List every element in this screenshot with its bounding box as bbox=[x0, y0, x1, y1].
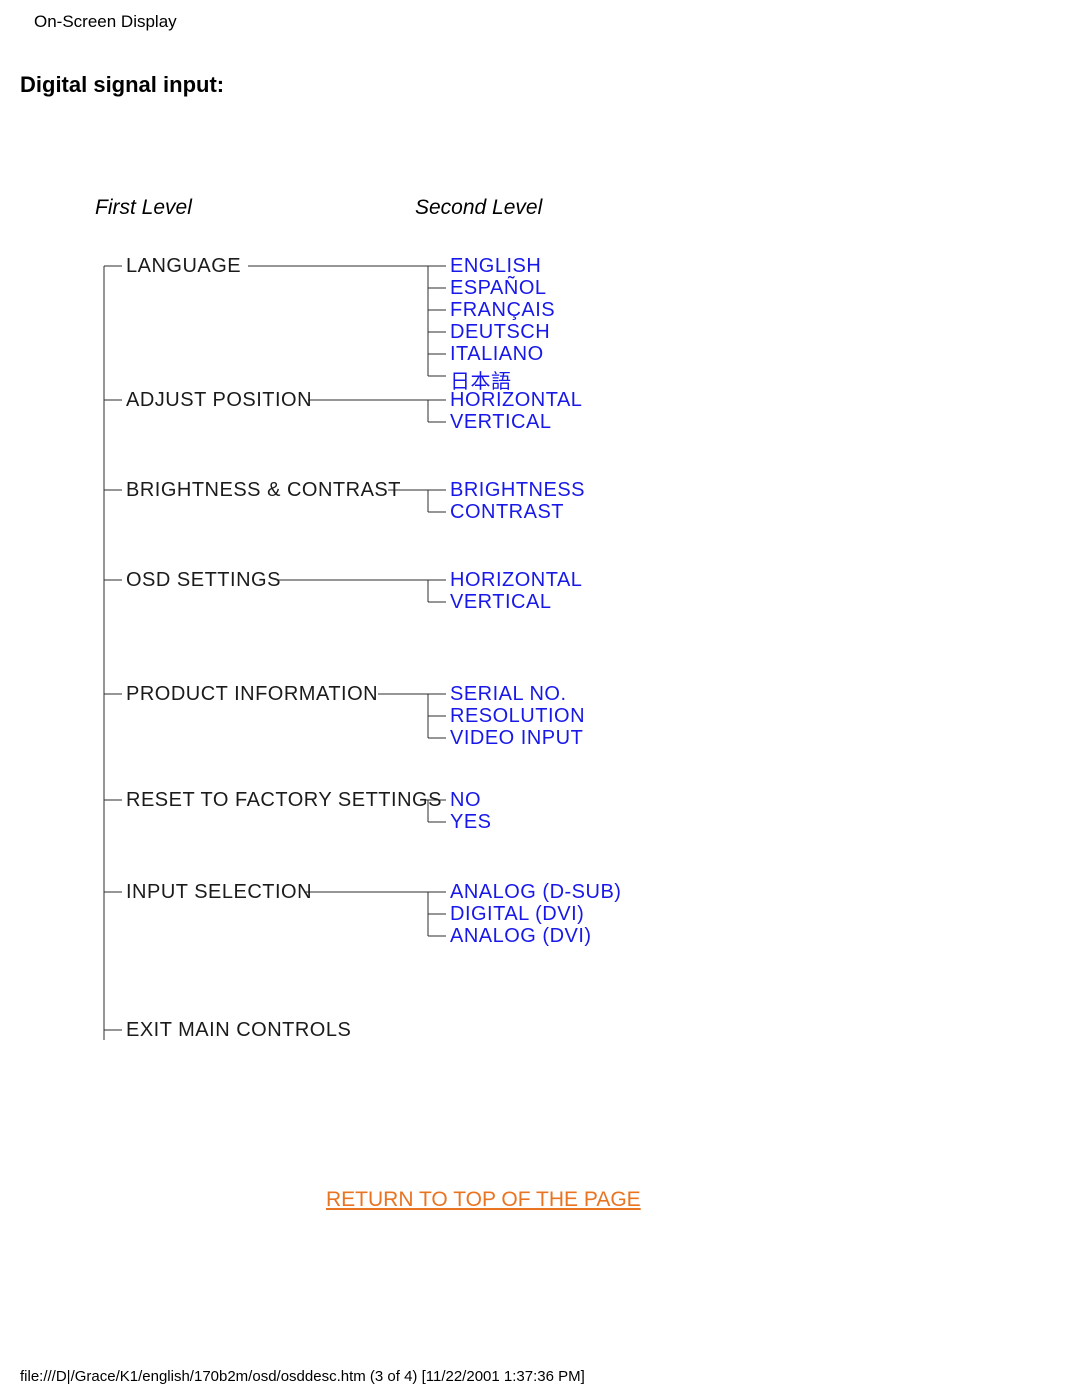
second-level-item: SERIAL NO. bbox=[450, 683, 567, 706]
first-level-item: RESET TO FACTORY SETTINGS bbox=[126, 789, 442, 812]
second-level-item: FRANÇAIS bbox=[450, 299, 555, 322]
second-level-item: BRIGHTNESS bbox=[450, 479, 585, 502]
second-level-item: VIDEO INPUT bbox=[450, 727, 583, 750]
second-level-item: CONTRAST bbox=[450, 501, 564, 524]
first-level-item: LANGUAGE bbox=[126, 255, 241, 278]
first-level-item: EXIT MAIN CONTROLS bbox=[126, 1019, 351, 1042]
first-level-item: OSD SETTINGS bbox=[126, 569, 281, 592]
first-level-item: ADJUST POSITION bbox=[126, 389, 312, 412]
second-level-item: ANALOG (DVI) bbox=[450, 925, 592, 948]
second-level-item: DIGITAL (DVI) bbox=[450, 903, 584, 926]
second-level-item: HORIZONTAL bbox=[450, 389, 582, 412]
page-footer: file:///D|/Grace/K1/english/170b2m/osd/o… bbox=[20, 1368, 585, 1385]
second-level-item: ANALOG (D-SUB) bbox=[450, 881, 621, 904]
first-level-item: INPUT SELECTION bbox=[126, 881, 312, 904]
second-level-item: RESOLUTION bbox=[450, 705, 585, 728]
page-root: On-Screen Display Digital signal input: … bbox=[0, 0, 1080, 1397]
second-level-item: VERTICAL bbox=[450, 411, 551, 434]
second-level-item: ESPAÑOL bbox=[450, 277, 547, 300]
second-level-item: NO bbox=[450, 789, 481, 812]
second-level-item: DEUTSCH bbox=[450, 321, 550, 344]
return-to-top-link[interactable]: RETURN TO TOP OF THE PAGE bbox=[326, 1188, 641, 1212]
second-level-item: VERTICAL bbox=[450, 591, 551, 614]
first-level-item: BRIGHTNESS & CONTRAST bbox=[126, 479, 401, 502]
second-level-item: ENGLISH bbox=[450, 255, 541, 278]
first-level-item: PRODUCT INFORMATION bbox=[126, 683, 378, 706]
second-level-item: HORIZONTAL bbox=[450, 569, 582, 592]
second-level-item: ITALIANO bbox=[450, 343, 544, 366]
second-level-item: YES bbox=[450, 811, 492, 834]
